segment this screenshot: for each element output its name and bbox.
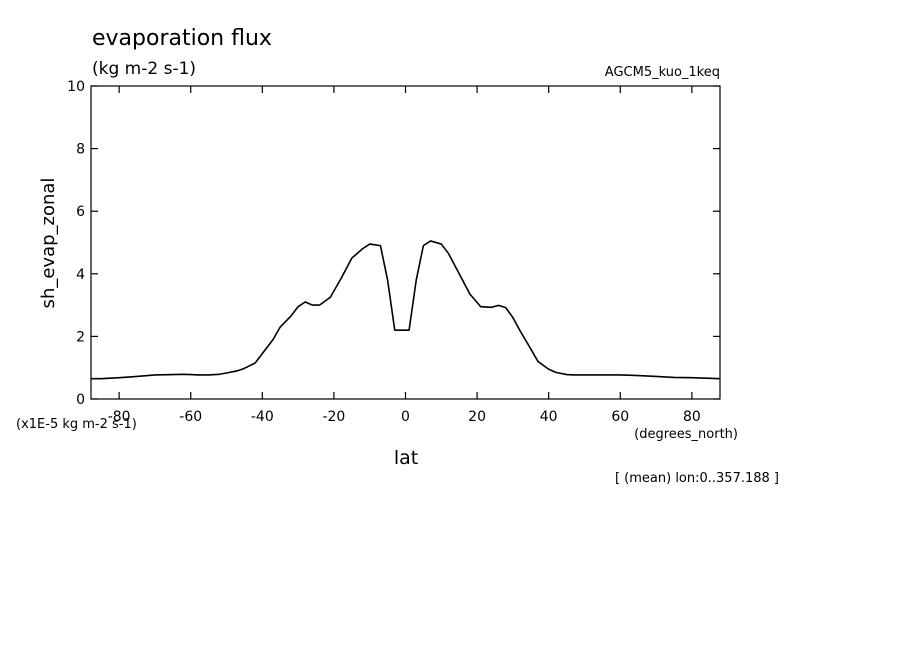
x-tick-label: -80 xyxy=(108,409,131,425)
x-axis-ticks xyxy=(118,86,693,399)
y-axis-units: (x1E-5 kg m-2 s-1) xyxy=(16,417,137,432)
plot-frame xyxy=(90,85,721,400)
dataset-label: AGCM5_kuo_1keq xyxy=(605,65,720,80)
y-tick-label: 6 xyxy=(76,204,85,220)
x-tick-label: 80 xyxy=(683,409,701,425)
x-tick-label: 40 xyxy=(540,409,558,425)
series-line xyxy=(91,240,721,380)
y-tick-label: 10 xyxy=(67,79,85,95)
chart-title: evaporation flux xyxy=(92,26,272,51)
y-tick-label: 8 xyxy=(76,142,85,158)
x-axis-label: lat xyxy=(394,447,418,469)
y-axis-label: sh_evap_zonal xyxy=(38,178,59,309)
footnote: [ (mean) lon:0..357.188 ] xyxy=(615,471,779,486)
x-tick-label: -40 xyxy=(251,409,274,425)
y-tick-label: 0 xyxy=(76,392,85,408)
x-tick-label: 0 xyxy=(401,409,410,425)
y-axis-ticks xyxy=(91,85,720,400)
chart-subtitle: (kg m-2 s-1) xyxy=(92,59,196,79)
y-tick-label: 4 xyxy=(76,267,85,283)
x-tick-label: 60 xyxy=(611,409,629,425)
x-tick-label: -60 xyxy=(179,409,202,425)
y-axis-tick-labels: 0 2 4 6 8 10 xyxy=(67,79,85,408)
x-tick-label: 20 xyxy=(468,409,486,425)
x-axis-units: (degrees_north) xyxy=(634,427,738,442)
x-axis-tick-labels: -80 -60 -40 -20 0 20 40 60 80 xyxy=(108,409,701,425)
y-tick-label: 2 xyxy=(76,329,85,345)
x-tick-label: -20 xyxy=(322,409,345,425)
